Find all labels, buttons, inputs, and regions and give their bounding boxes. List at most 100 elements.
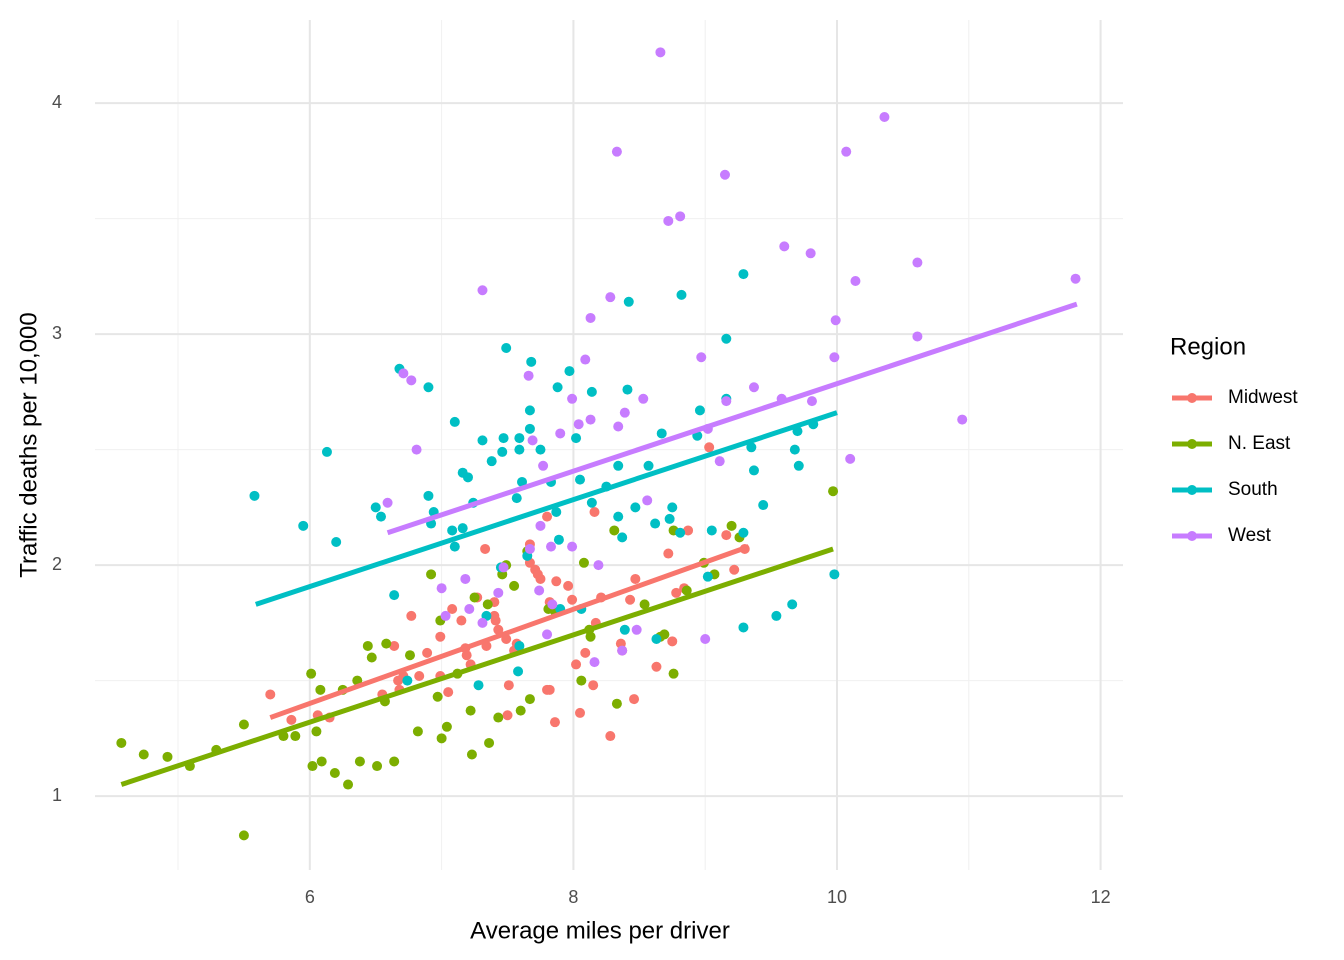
point (524, 405, 535, 416)
point (321, 446, 332, 457)
point (464, 603, 475, 614)
point (667, 502, 678, 513)
point (841, 146, 852, 157)
legend-key-point (1187, 439, 1197, 449)
point (668, 668, 679, 679)
point (238, 719, 249, 730)
point (829, 352, 840, 363)
point (443, 687, 454, 698)
point (460, 573, 471, 584)
point (456, 615, 467, 626)
point (412, 726, 423, 737)
point (675, 527, 686, 538)
y-tick-label: 4 (52, 92, 62, 112)
point (542, 511, 553, 522)
point (589, 657, 600, 668)
point (307, 761, 318, 772)
point (611, 146, 622, 157)
trend-line (269, 544, 750, 720)
legend-item: South (1172, 479, 1278, 500)
point (619, 407, 630, 418)
point (629, 694, 640, 705)
point (523, 370, 534, 381)
point (575, 707, 586, 718)
point (402, 675, 413, 686)
point (435, 631, 446, 642)
point (704, 442, 715, 453)
point (643, 460, 654, 471)
point (719, 169, 730, 180)
point (721, 530, 732, 541)
point (473, 680, 484, 691)
point (671, 587, 682, 598)
point (502, 710, 513, 721)
point (611, 698, 622, 709)
point (422, 647, 433, 658)
point (509, 580, 520, 591)
point (563, 580, 574, 591)
point (555, 428, 566, 439)
point (586, 386, 597, 397)
point (465, 705, 476, 716)
point (805, 248, 816, 259)
point (423, 382, 434, 393)
point (366, 652, 377, 663)
point (793, 460, 804, 471)
point (575, 474, 586, 485)
y-axis-title: Traffic deaths per 10,000 (15, 312, 42, 578)
trend-line (386, 301, 1078, 536)
legend-item: West (1172, 525, 1272, 546)
point (567, 541, 578, 552)
point (370, 502, 381, 513)
point (382, 497, 393, 508)
point (721, 333, 732, 344)
point (493, 712, 504, 723)
point (622, 384, 633, 395)
point (676, 289, 687, 300)
point (436, 583, 447, 594)
x-axis-title: Average miles per driver (470, 917, 730, 944)
point (748, 465, 759, 476)
point (957, 414, 968, 425)
point (457, 523, 468, 534)
point (631, 624, 642, 635)
point (571, 659, 582, 670)
y-tick-label: 3 (52, 323, 62, 343)
point (553, 534, 564, 545)
point (486, 456, 497, 467)
point (423, 490, 434, 501)
point (659, 629, 670, 640)
point (912, 331, 923, 342)
point (617, 532, 628, 543)
plot-marks (116, 47, 1081, 841)
point (315, 684, 326, 695)
x-tick-label: 12 (1091, 887, 1111, 907)
point (585, 312, 596, 323)
point (517, 476, 528, 487)
point (466, 749, 477, 760)
point (625, 594, 636, 605)
point (372, 761, 383, 772)
point (286, 714, 297, 725)
point (726, 520, 737, 531)
point (613, 460, 624, 471)
point (571, 433, 582, 444)
point (493, 624, 504, 635)
point (580, 354, 591, 365)
point (535, 520, 546, 531)
point (538, 460, 549, 471)
point (440, 610, 451, 621)
point (432, 691, 443, 702)
point (585, 414, 596, 425)
y-tick-label: 2 (52, 554, 62, 574)
point (879, 112, 890, 123)
point (667, 636, 678, 647)
point (461, 650, 472, 661)
point (609, 525, 620, 536)
trend-line (255, 410, 838, 607)
y-tick-label: 1 (52, 785, 62, 805)
point (542, 629, 553, 640)
point (738, 622, 749, 633)
point (329, 767, 340, 778)
point (771, 610, 782, 621)
